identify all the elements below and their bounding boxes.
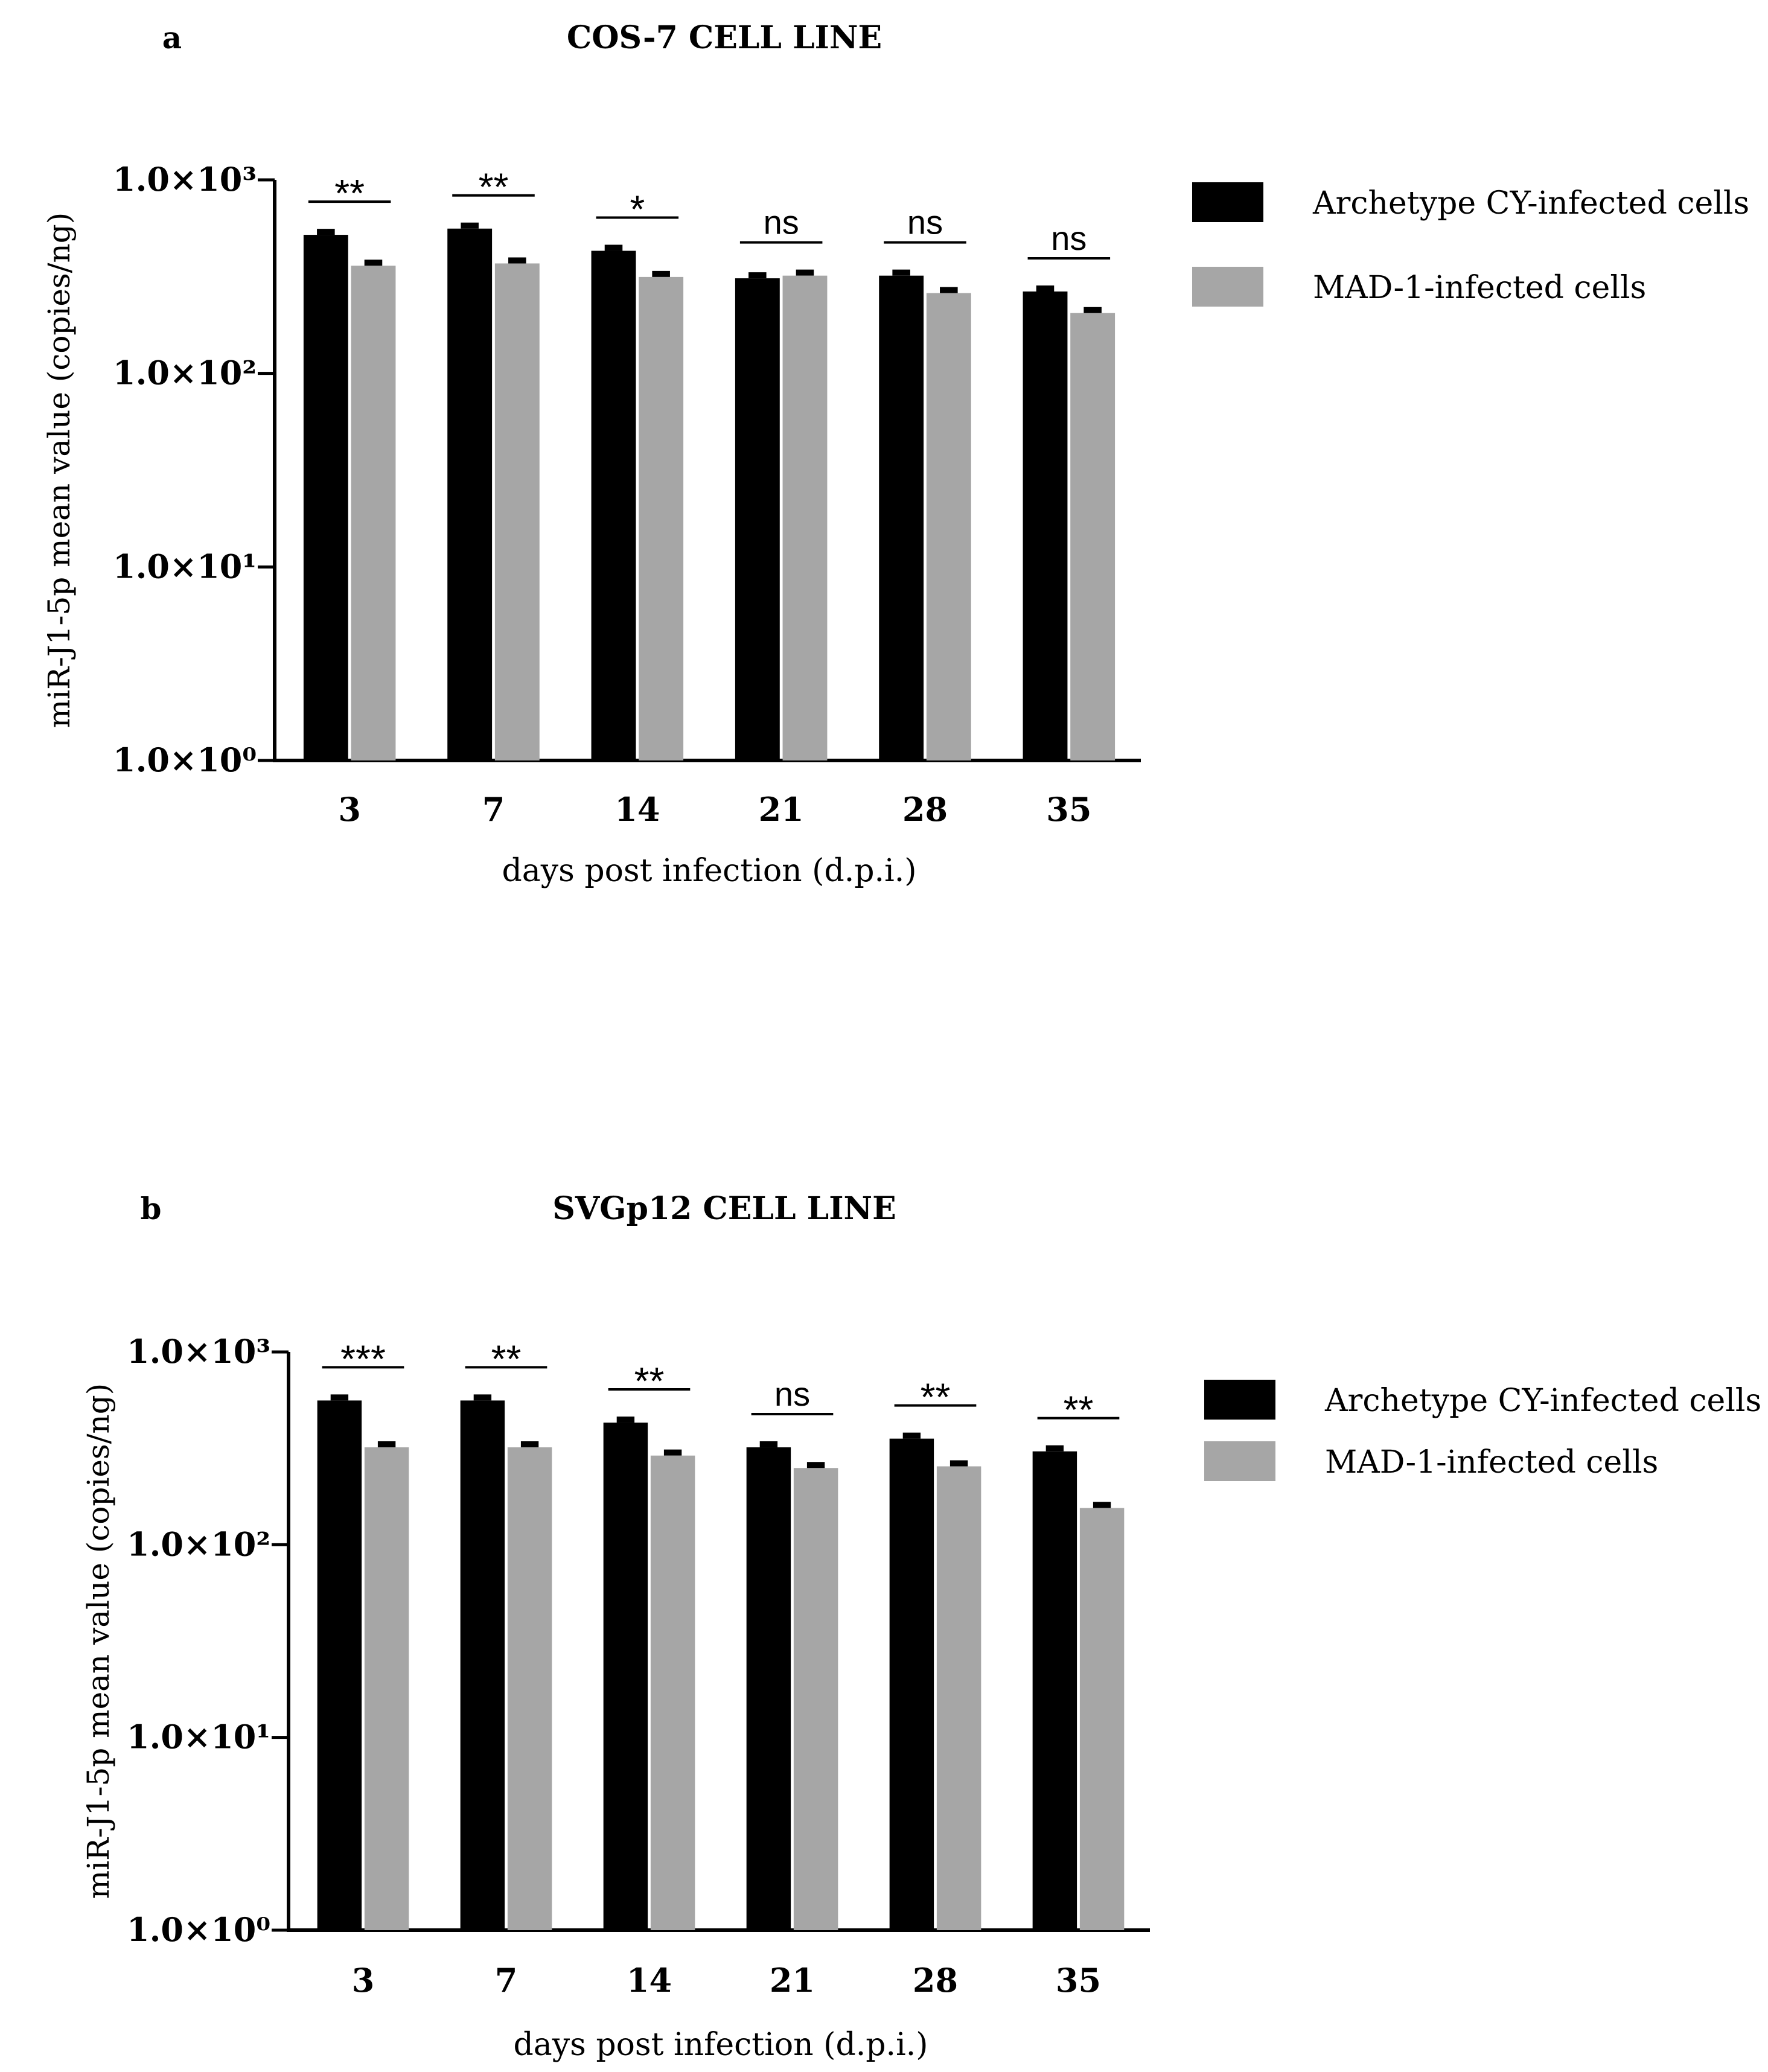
bar-mad1 xyxy=(494,263,540,760)
bar-archetype xyxy=(746,1447,791,1930)
significance-label: ns xyxy=(764,203,799,241)
y-tick-label: 1.0×10³ xyxy=(113,160,257,199)
legend-swatch xyxy=(1192,182,1263,222)
y-tick-label: 1.0×10³ xyxy=(127,1332,270,1371)
x-tick-label: 7 xyxy=(482,790,505,829)
chart-title: SVGp12 CELL LINE xyxy=(552,1190,896,1227)
bar-mad1 xyxy=(639,276,684,760)
bar-archetype xyxy=(317,1400,362,1930)
bar-archetype xyxy=(603,1423,648,1930)
bar-mad1 xyxy=(782,275,828,761)
y-tick-label: 1.0×10⁰ xyxy=(127,1910,270,1949)
bar-mad1 xyxy=(1079,1508,1125,1930)
bar-archetype xyxy=(591,250,636,761)
panel-letter: b xyxy=(141,1191,162,1226)
chart-title: COS-7 CELL LINE xyxy=(567,19,882,56)
significance-label: ** xyxy=(1064,1388,1094,1432)
bar-mad1 xyxy=(1070,313,1115,760)
significance-label: ns xyxy=(774,1375,810,1413)
bar-mad1 xyxy=(936,1466,981,1930)
legend-label: MAD-1-infected cells xyxy=(1325,1444,1658,1481)
y-tick-label: 1.0×10¹ xyxy=(127,1718,270,1756)
bar-mad1 xyxy=(926,293,971,761)
y-tick-label: 1.0×10⁰ xyxy=(113,741,257,779)
significance-label: ** xyxy=(634,1359,665,1403)
legend-label: Archetype CY-infected cells xyxy=(1312,185,1749,222)
x-tick-label: 35 xyxy=(1046,790,1091,829)
bar-mad1 xyxy=(650,1455,695,1930)
bar-archetype xyxy=(879,275,924,761)
legend-swatch xyxy=(1204,1380,1275,1420)
bar-archetype xyxy=(447,228,493,761)
x-tick-label: 28 xyxy=(902,790,948,829)
x-tick-label: 3 xyxy=(338,790,361,829)
y-tick-label: 1.0×10² xyxy=(127,1525,270,1563)
x-axis-label: days post infection (d.p.i.) xyxy=(513,2027,928,2063)
y-axis-label: miR-J1-5p mean value (copies/ng) xyxy=(81,1383,116,1899)
x-tick-label: 28 xyxy=(913,1961,958,2000)
significance-label: ns xyxy=(1051,219,1087,257)
y-tick-label: 1.0×10² xyxy=(113,354,257,392)
bar-archetype xyxy=(735,278,780,760)
x-tick-label: 21 xyxy=(770,1961,815,2000)
x-axis-label: days post infection (d.p.i.) xyxy=(502,853,916,889)
significance-label: ** xyxy=(479,165,509,209)
panel-letter: a xyxy=(162,20,182,56)
significance-label: ** xyxy=(921,1375,951,1419)
x-tick-label: 7 xyxy=(495,1961,518,2000)
x-tick-label: 14 xyxy=(627,1961,672,2000)
y-axis-label: miR-J1-5p mean value (copies/ng) xyxy=(42,212,77,728)
bar-mad1 xyxy=(351,266,396,760)
legend-label: MAD-1-infected cells xyxy=(1313,270,1646,306)
legend-label: Archetype CY-infected cells xyxy=(1324,1383,1761,1419)
bar-archetype xyxy=(889,1438,934,1930)
bar-mad1 xyxy=(507,1447,552,1930)
panel-b-chart: b SVGp12 CELL LINE 1.0×10⁰ 1.0×10¹ 1.0×10² 1.… xyxy=(81,1190,1761,2063)
significance-label: ** xyxy=(491,1337,522,1380)
x-tick-label: 14 xyxy=(614,790,660,829)
significance-label: ns xyxy=(907,203,943,241)
bar-archetype xyxy=(460,1400,505,1930)
legend-swatch xyxy=(1204,1441,1275,1481)
x-tick-label: 35 xyxy=(1056,1961,1101,2000)
x-tick-label: 3 xyxy=(352,1961,375,2000)
bar-archetype xyxy=(1023,291,1068,761)
significance-label: *** xyxy=(340,1337,386,1380)
significance-label: ** xyxy=(334,171,365,215)
bar-archetype xyxy=(303,235,348,761)
panel-a-chart: a COS-7 CELL LINE 1.0×10⁰ 1.0×10¹ 1.0×10² 1.0… xyxy=(42,19,1749,889)
bar-archetype xyxy=(1032,1451,1077,1930)
bar-mad1 xyxy=(793,1468,838,1930)
legend-swatch xyxy=(1192,267,1263,307)
x-tick-label: 21 xyxy=(759,790,804,829)
y-tick-label: 1.0×10¹ xyxy=(113,547,257,585)
bar-mad1 xyxy=(364,1447,409,1930)
significance-label: * xyxy=(630,188,645,231)
